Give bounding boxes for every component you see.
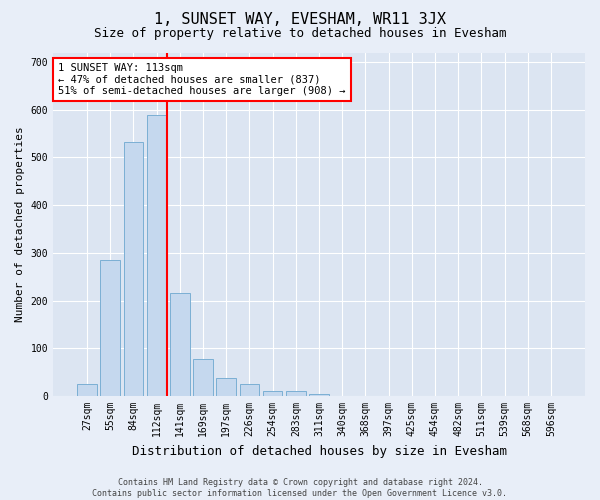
Text: 1, SUNSET WAY, EVESHAM, WR11 3JX: 1, SUNSET WAY, EVESHAM, WR11 3JX [154, 12, 446, 28]
Bar [170, 294, 190, 396]
Bar [309, 394, 329, 396]
Bar [77, 384, 97, 396]
X-axis label: Distribution of detached houses by size in Evesham: Distribution of detached houses by size … [131, 444, 506, 458]
Bar [100, 260, 120, 396]
Bar [263, 392, 283, 396]
Text: Size of property relative to detached houses in Evesham: Size of property relative to detached ho… [94, 28, 506, 40]
Bar [124, 142, 143, 396]
Bar [239, 384, 259, 396]
Y-axis label: Number of detached properties: Number of detached properties [15, 126, 25, 322]
Text: Contains HM Land Registry data © Crown copyright and database right 2024.
Contai: Contains HM Land Registry data © Crown c… [92, 478, 508, 498]
Bar [147, 114, 167, 396]
Bar [217, 378, 236, 396]
Bar [286, 392, 305, 396]
Text: 1 SUNSET WAY: 113sqm
← 47% of detached houses are smaller (837)
51% of semi-deta: 1 SUNSET WAY: 113sqm ← 47% of detached h… [58, 63, 346, 96]
Bar [193, 359, 213, 396]
